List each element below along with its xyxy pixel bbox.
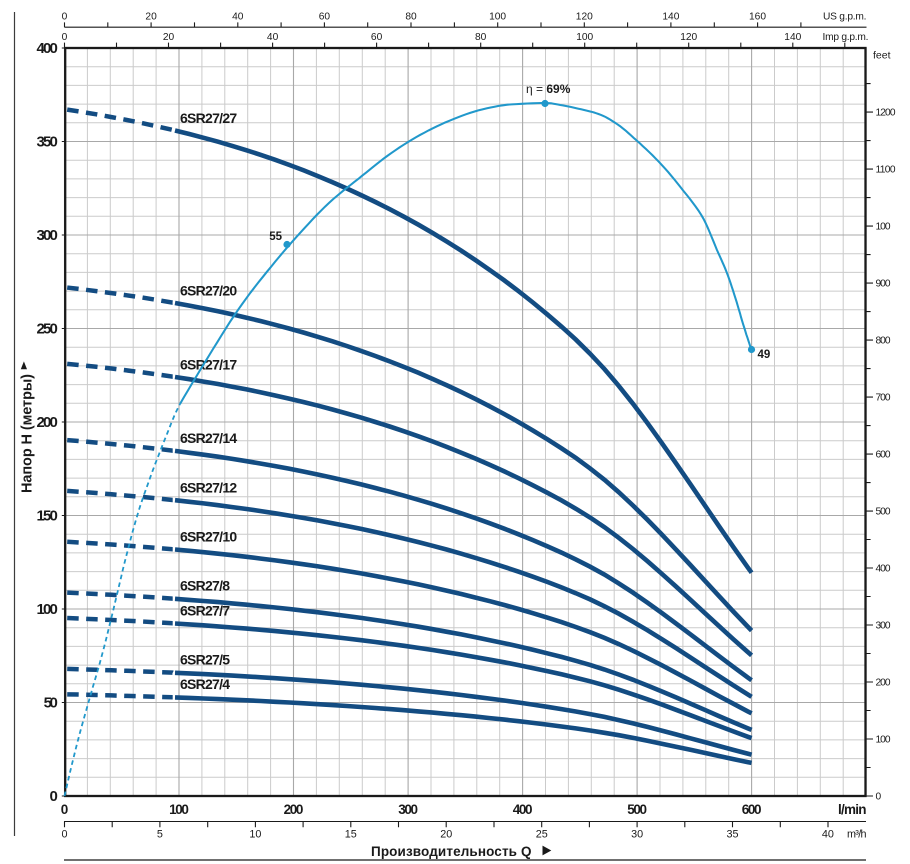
svg-text:15: 15 — [345, 828, 357, 840]
svg-text:Напор H (метры): Напор H (метры) — [20, 374, 36, 493]
svg-text:35: 35 — [726, 828, 738, 840]
svg-text:US g.p.m.: US g.p.m. — [823, 12, 867, 23]
svg-text:400: 400 — [876, 564, 891, 575]
svg-text:η = 69%: η = 69% — [526, 82, 571, 96]
svg-text:6SR27/20: 6SR27/20 — [180, 283, 237, 299]
svg-text:400: 400 — [37, 40, 58, 57]
svg-text:300: 300 — [37, 227, 58, 244]
svg-text:900: 900 — [876, 279, 891, 290]
svg-text:400: 400 — [513, 802, 533, 817]
svg-text:140: 140 — [784, 32, 801, 43]
svg-text:40: 40 — [267, 32, 279, 43]
svg-text:60: 60 — [371, 32, 383, 43]
svg-text:6SR27/12: 6SR27/12 — [180, 479, 237, 495]
svg-text:600: 600 — [742, 802, 762, 817]
svg-text:40: 40 — [822, 828, 834, 840]
svg-text:500: 500 — [876, 507, 891, 518]
svg-text:100: 100 — [489, 12, 506, 23]
svg-text:1200: 1200 — [876, 108, 896, 119]
svg-text:0: 0 — [62, 12, 68, 23]
svg-text:6SR27/17: 6SR27/17 — [180, 356, 237, 372]
svg-text:25: 25 — [536, 828, 548, 840]
svg-text:100: 100 — [169, 802, 189, 817]
svg-text:150: 150 — [37, 508, 58, 525]
svg-text:100: 100 — [576, 32, 593, 43]
svg-text:0: 0 — [62, 32, 68, 43]
svg-text:200: 200 — [284, 802, 304, 817]
svg-text:120: 120 — [680, 32, 697, 43]
svg-text:80: 80 — [405, 12, 417, 23]
svg-text:80: 80 — [475, 32, 487, 43]
svg-text:20: 20 — [440, 828, 452, 840]
svg-text:200: 200 — [876, 678, 891, 689]
svg-text:0: 0 — [61, 828, 67, 840]
svg-text:500: 500 — [627, 802, 647, 817]
svg-text:30: 30 — [631, 828, 643, 840]
svg-text:300: 300 — [398, 802, 418, 817]
svg-text:6SR27/7: 6SR27/7 — [180, 602, 230, 618]
svg-text:200: 200 — [37, 414, 58, 431]
svg-text:60: 60 — [319, 12, 331, 23]
svg-text:350: 350 — [37, 134, 58, 151]
svg-text:140: 140 — [662, 12, 679, 23]
svg-text:6SR27/14: 6SR27/14 — [180, 430, 237, 446]
svg-text:300: 300 — [876, 621, 891, 632]
svg-text:feet: feet — [873, 50, 891, 62]
svg-text:Производительность Q: Производительность Q — [371, 844, 532, 859]
svg-text:0: 0 — [49, 788, 57, 805]
svg-text:20: 20 — [145, 12, 157, 23]
svg-text:160: 160 — [749, 12, 766, 23]
svg-text:49: 49 — [758, 349, 771, 361]
svg-text:6SR27/10: 6SR27/10 — [180, 529, 237, 545]
svg-text:m³/h: m³/h — [847, 828, 867, 840]
svg-text:600: 600 — [876, 450, 891, 461]
svg-text:l/min: l/min — [838, 802, 867, 817]
svg-text:250: 250 — [37, 321, 58, 338]
svg-text:120: 120 — [576, 12, 593, 23]
svg-text:6SR27/27: 6SR27/27 — [180, 110, 237, 126]
svg-text:55: 55 — [269, 231, 282, 243]
svg-text:10: 10 — [249, 828, 261, 840]
svg-text:0: 0 — [61, 802, 69, 817]
svg-text:6SR27/4: 6SR27/4 — [180, 676, 230, 692]
svg-text:Imp g.p.m.: Imp g.p.m. — [823, 32, 869, 43]
svg-text:5: 5 — [157, 828, 163, 840]
svg-text:0: 0 — [876, 792, 882, 803]
svg-text:100: 100 — [876, 735, 891, 746]
svg-text:40: 40 — [232, 12, 244, 23]
svg-text:1100: 1100 — [876, 165, 896, 176]
svg-text:700: 700 — [876, 393, 891, 404]
svg-text:6SR27/5: 6SR27/5 — [180, 652, 230, 668]
svg-text:6SR27/8: 6SR27/8 — [180, 578, 230, 594]
svg-text:800: 800 — [876, 336, 891, 347]
svg-text:100: 100 — [876, 222, 891, 233]
svg-text:20: 20 — [163, 32, 175, 43]
svg-text:50: 50 — [44, 695, 58, 712]
svg-text:100: 100 — [37, 601, 58, 618]
